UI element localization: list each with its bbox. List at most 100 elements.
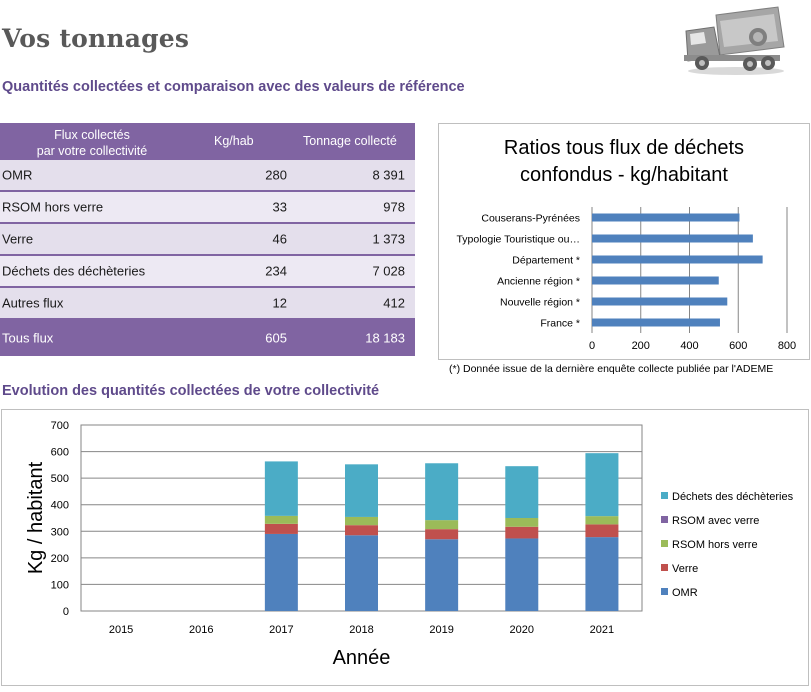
ratio-category-label: Nouvelle région * <box>500 297 580 309</box>
evolution-x-tick-label: 2020 <box>510 624 534 636</box>
evolution-legend-label: Déchets des déchèteries <box>672 491 794 503</box>
evolution-y-tick-label: 600 <box>51 447 69 459</box>
evolution-y-tick-label: 0 <box>63 606 69 618</box>
evolution-x-tick-label: 2019 <box>429 624 453 636</box>
table-cell-tonnage: 978 <box>383 199 405 215</box>
evolution-x-axis-title: Année <box>333 647 391 669</box>
evolution-bar-segment <box>505 538 539 611</box>
evolution-x-tick-label: 2021 <box>590 624 614 636</box>
table-cell-kg-hab: 280 <box>265 167 287 183</box>
evolution-bar-segment <box>585 524 619 538</box>
evolution-bar-segment <box>505 518 539 527</box>
evolution-y-tick-label: 700 <box>51 420 69 432</box>
table-cell-flux: RSOM hors verre <box>2 199 104 215</box>
evolution-bar-segment <box>264 461 298 516</box>
table-cell-flux: Déchets des déchèteries <box>2 263 146 279</box>
ratio-category-label: Typologie Touristique ou… <box>456 234 580 246</box>
table-cell-tonnage: 1 373 <box>372 231 405 247</box>
table-header-flux: Flux collectés par votre collectivité <box>22 127 162 159</box>
ratio-category-label: Ancienne région * <box>497 276 580 288</box>
evolution-bar-segment <box>425 463 459 521</box>
ratio-x-tick-label: 400 <box>680 340 698 352</box>
evolution-x-tick-label: 2017 <box>269 624 293 636</box>
evolution-bar-segment <box>425 520 459 530</box>
evolution-y-tick-label: 100 <box>51 579 69 591</box>
evolution-y-axis-title: Kg / habitant <box>25 461 47 574</box>
ratio-bar <box>592 276 719 285</box>
ratio-chart-plot: 0 200 400 600 800 Couserans-Pyrénées Typologie… <box>456 207 796 352</box>
ratio-category-label: Couserans-Pyrénées <box>481 213 580 225</box>
ratio-category-label: France * <box>540 318 580 330</box>
evolution-x-tick-label: 2016 <box>189 624 213 636</box>
table-cell-kg-hab: 234 <box>265 263 287 279</box>
table-row: RSOM hors verre 33 978 <box>0 192 415 224</box>
evolution-y-tick-label: 500 <box>51 473 69 485</box>
table-cell-tonnage: 412 <box>383 295 405 311</box>
reference-table: Flux collectés par votre collectivité Kg… <box>0 123 415 356</box>
evolution-bar-segment <box>505 466 539 518</box>
evolution-bar-segment <box>345 464 378 517</box>
evolution-legend-swatch <box>661 516 668 523</box>
evolution-legend-label: OMR <box>672 587 698 599</box>
evolution-bar-segment <box>425 539 459 611</box>
ratio-bar <box>592 255 763 264</box>
ratio-bar <box>592 213 740 222</box>
ratio-bar <box>592 318 720 327</box>
table-row: Déchets des déchèteries 234 7 028 <box>0 256 415 288</box>
evolution-legend-label: Verre <box>672 563 698 575</box>
table-total-tonnage: 18 183 <box>365 330 405 346</box>
evolution-bar-segment <box>345 525 378 536</box>
ratio-x-tick-label: 0 <box>589 340 595 352</box>
garbage-truck-icon <box>684 6 785 75</box>
table-cell-tonnage: 8 391 <box>372 167 405 183</box>
table-row: Verre 46 1 373 <box>0 224 415 256</box>
evolution-x-tick-label: 2015 <box>109 624 133 636</box>
table-cell-flux: OMR <box>2 167 33 183</box>
table-header-flux-line1: Flux collectés <box>54 128 130 142</box>
evolution-legend-swatch <box>661 540 668 547</box>
evolution-bar-segment <box>425 529 459 540</box>
table-cell-flux: Autres flux <box>2 295 64 311</box>
table-row: Autres flux 12 412 <box>0 288 415 320</box>
ratio-footnote: (*) Donnée issue de la dernière enquête … <box>449 363 774 375</box>
section-title-evolution: Evolution des quantités collectées de vo… <box>2 383 380 399</box>
evolution-legend-swatch <box>661 588 668 595</box>
evolution-bar-segment <box>264 523 298 534</box>
ratio-chart-title-line2: confondus - kg/habitant <box>520 164 728 186</box>
table-cell-tonnage: 7 028 <box>372 263 405 279</box>
table-cell-flux: Verre <box>2 231 34 247</box>
evolution-bar-segment <box>505 526 539 539</box>
evolution-bar-segment <box>264 533 298 611</box>
evolution-x-tick-label: 2018 <box>349 624 373 636</box>
evolution-chart-plot: 0 100 200 300 400 500 600 700 2015 2016 2017 2018 20… <box>25 420 794 669</box>
evolution-bar-segment <box>585 537 619 611</box>
section-title-quantities: Quantités collectées et comparaison avec… <box>2 79 465 95</box>
table-total-kg-hab: 605 <box>265 330 287 346</box>
evolution-y-tick-label: 300 <box>51 526 69 538</box>
table-row: OMR 280 8 391 <box>0 160 415 192</box>
ratio-bar <box>592 297 728 306</box>
ratio-chart-title-line1: Ratios tous flux de déchets <box>503 137 745 159</box>
table-header-tonnage: Tonnage collecté <box>303 134 397 148</box>
evolution-bar-segment <box>585 453 619 517</box>
table-cell-kg-hab: 33 <box>272 199 287 215</box>
table-cell-kg-hab: 46 <box>272 231 287 247</box>
table-header: Flux collectés par votre collectivité Kg… <box>0 123 415 160</box>
page-title: Vos tonnages <box>2 24 190 53</box>
evolution-chart: 0 100 200 300 400 500 600 700 2015 2016 2017 2018 20… <box>1 409 809 686</box>
evolution-bar-segment <box>585 516 619 525</box>
ratio-category-label: Département * <box>512 255 580 267</box>
evolution-y-tick-label: 200 <box>51 553 69 565</box>
ratio-chart: Ratios tous flux de déchets confondus - … <box>438 123 810 360</box>
ratio-x-tick-label: 800 <box>778 340 796 352</box>
table-total-label: Tous flux <box>2 330 54 346</box>
table-cell-kg-hab: 12 <box>272 295 287 311</box>
table-header-flux-line2: par votre collectivité <box>36 144 148 158</box>
evolution-bar-segment <box>264 515 298 524</box>
evolution-bar-segment <box>345 516 378 526</box>
evolution-y-tick-label: 400 <box>51 500 69 512</box>
ratio-chart-title: Ratios tous flux de déchets confondus - … <box>439 135 809 189</box>
table-total-row: Tous flux 605 18 183 <box>0 320 415 356</box>
table-header-kg-hab: Kg/hab <box>214 134 254 148</box>
evolution-legend-label: RSOM hors verre <box>672 539 758 551</box>
